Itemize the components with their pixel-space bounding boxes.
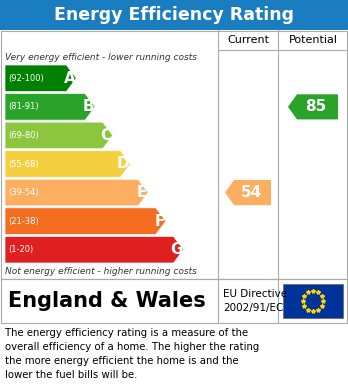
Text: (39-54): (39-54): [8, 188, 39, 197]
Text: A: A: [64, 71, 76, 86]
Text: Current: Current: [227, 35, 269, 45]
Bar: [0, 0, 348, 30]
Bar: [1, 31, 347, 279]
Polygon shape: [5, 179, 148, 206]
Text: The energy efficiency rating is a measure of the: The energy efficiency rating is a measur…: [5, 328, 248, 338]
Polygon shape: [5, 208, 166, 235]
Text: 85: 85: [306, 99, 327, 114]
Bar: [283, 284, 343, 318]
Polygon shape: [5, 237, 183, 263]
Text: England & Wales: England & Wales: [8, 291, 206, 311]
Text: E: E: [137, 185, 147, 200]
Text: G: G: [170, 242, 182, 257]
Polygon shape: [5, 151, 130, 177]
Text: lower the fuel bills will be.: lower the fuel bills will be.: [5, 370, 137, 380]
Text: D: D: [117, 156, 129, 172]
Text: C: C: [101, 128, 112, 143]
Polygon shape: [288, 94, 338, 119]
Text: 54: 54: [240, 185, 262, 200]
Text: B: B: [82, 99, 94, 114]
Text: (69-80): (69-80): [8, 131, 39, 140]
Text: Very energy efficient - lower running costs: Very energy efficient - lower running co…: [5, 52, 197, 61]
Text: the more energy efficient the home is and the: the more energy efficient the home is an…: [5, 356, 239, 366]
Text: (1-20): (1-20): [8, 245, 33, 254]
Text: F: F: [155, 213, 165, 229]
Polygon shape: [225, 180, 271, 205]
Text: Potential: Potential: [288, 35, 338, 45]
Text: (81-91): (81-91): [8, 102, 39, 111]
Text: EU Directive
2002/91/EC: EU Directive 2002/91/EC: [223, 289, 287, 312]
Text: (92-100): (92-100): [8, 74, 44, 83]
Text: Energy Efficiency Rating: Energy Efficiency Rating: [54, 6, 294, 24]
Text: Not energy efficient - higher running costs: Not energy efficient - higher running co…: [5, 267, 197, 276]
Text: overall efficiency of a home. The higher the rating: overall efficiency of a home. The higher…: [5, 342, 259, 352]
Text: (21-38): (21-38): [8, 217, 39, 226]
Bar: [1, 279, 347, 323]
Polygon shape: [5, 93, 95, 120]
Text: (55-68): (55-68): [8, 160, 39, 169]
Polygon shape: [5, 122, 113, 149]
Polygon shape: [5, 65, 76, 91]
